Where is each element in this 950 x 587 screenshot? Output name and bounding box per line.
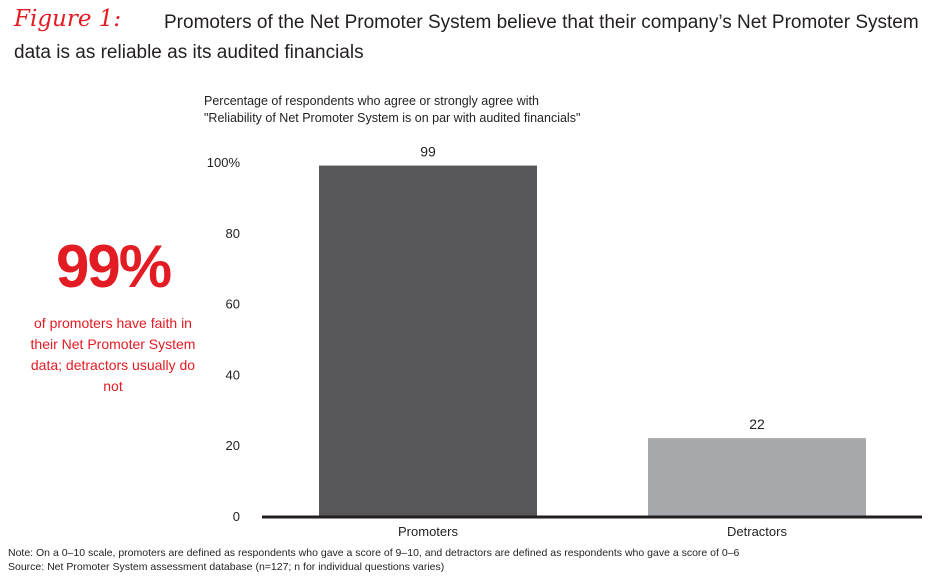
- x-tick-label: Detractors: [727, 524, 787, 539]
- chart-title: Promoters of the Net Promoter System bel…: [14, 12, 919, 63]
- source-text: Source: Net Promoter System assessment d…: [8, 561, 445, 573]
- y-tick-label: 80: [226, 226, 240, 241]
- chart-subtitle: Percentage of respondents who agree or s…: [204, 93, 580, 127]
- note-text: Note: On a 0–10 scale, promoters are def…: [8, 547, 740, 559]
- bar-detractors: [648, 438, 866, 516]
- y-tick-label: 40: [226, 367, 240, 382]
- subtitle-line-2: "Reliability of Net Promoter System is o…: [204, 111, 581, 125]
- bar-promoters: [319, 165, 537, 517]
- y-tick-label: 0: [233, 509, 240, 524]
- y-tick-label: 100%: [207, 155, 241, 170]
- callout-text: of promoters have faith in their Net Pro…: [30, 315, 196, 394]
- x-tick-label: Promoters: [398, 524, 458, 539]
- y-tick-label: 60: [226, 297, 240, 312]
- subtitle-line-1: Percentage of respondents who agree or s…: [204, 94, 539, 108]
- footnotes: Note: On a 0–10 scale, promoters are def…: [8, 546, 739, 574]
- data-label: 99: [420, 144, 436, 160]
- figure-label: Figure 1:: [14, 6, 122, 32]
- data-label: 22: [749, 416, 765, 432]
- callout-stat: 99%: [55, 233, 172, 300]
- y-tick-label: 20: [226, 438, 240, 453]
